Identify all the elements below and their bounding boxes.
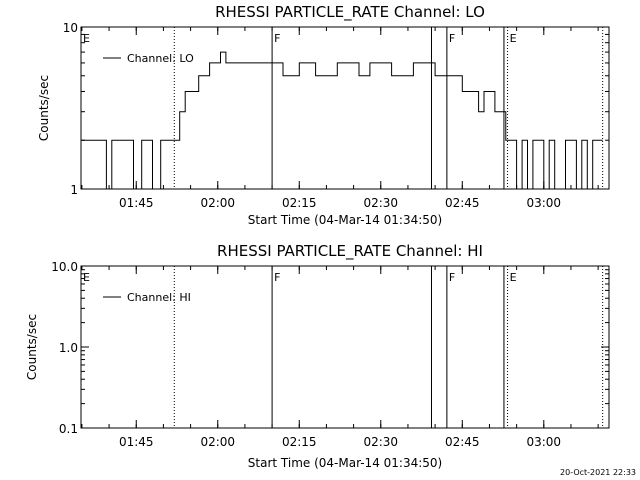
event-marker-label: F [449, 271, 455, 284]
event-marker-label: F [274, 32, 280, 45]
series-line [81, 51, 603, 190]
event-marker-label: E [83, 32, 90, 45]
event-marker-label: E [83, 271, 90, 284]
y-tick-label: 1.0 [59, 341, 78, 355]
x-axis-label: Start Time (04-Mar-14 01:34:50) [248, 456, 442, 470]
legend: Channel: HI [103, 291, 191, 304]
x-tick-label: 02:30 [363, 435, 398, 449]
x-tick-label: 03:00 [526, 435, 561, 449]
x-tick-label: 02:15 [282, 435, 317, 449]
event-marker-label: F [274, 271, 280, 284]
chart-lo: RHESSI PARTICLE_RATE Channel: LO Counts/… [37, 3, 610, 227]
y-tick-label: 1 [70, 183, 78, 197]
chart-title: RHESSI PARTICLE_RATE Channel: HI [217, 242, 483, 261]
event-marker-label: E [510, 271, 517, 284]
axes: 01:45 02:00 02:15 02:30 02:45 03:00 0.1 1.0 10.0 [51, 260, 609, 449]
chart-title: RHESSI PARTICLE_RATE Channel: LO [215, 3, 485, 22]
axes: 01:45 02:00 02:15 02:30 02:45 03:00 1 10 [63, 21, 609, 210]
legend-label: Channel: LO [127, 52, 194, 65]
y-tick-label: 0.1 [59, 422, 78, 436]
timestamp: 20-Oct-2021 22:33 [560, 468, 636, 477]
y-tick-label: 10.0 [51, 260, 78, 274]
legend-label: Channel: HI [127, 291, 191, 304]
x-tick-label: 01:45 [119, 435, 154, 449]
y-axis-label: Counts/sec [25, 314, 39, 380]
x-tick-label: 01:45 [119, 196, 154, 210]
x-tick-label: 02:30 [363, 196, 398, 210]
event-marker-label: E [510, 32, 517, 45]
event-marker-label: F [449, 32, 455, 45]
chart-hi: RHESSI PARTICLE_RATE Channel: HI Counts/… [25, 242, 610, 470]
x-axis-label: Start Time (04-Mar-14 01:34:50) [248, 213, 442, 227]
x-tick-label: 02:00 [200, 435, 235, 449]
legend: Channel: LO [103, 52, 194, 65]
plot-frame [80, 26, 610, 190]
x-tick-label: 03:00 [526, 196, 561, 210]
x-tick-label: 02:45 [445, 196, 480, 210]
x-tick-label: 02:45 [445, 435, 480, 449]
series-group [81, 51, 603, 190]
y-axis-label: Counts/sec [37, 75, 51, 141]
y-tick-label: 10 [63, 21, 78, 35]
x-tick-label: 02:00 [200, 196, 235, 210]
x-tick-label: 02:15 [282, 196, 317, 210]
